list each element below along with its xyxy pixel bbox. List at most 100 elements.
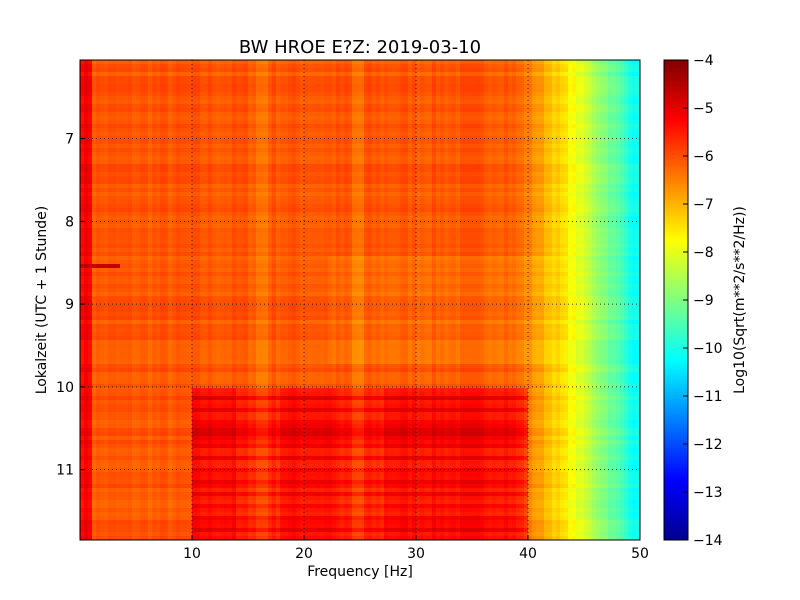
heatmap-cell: [184, 144, 189, 149]
heatmap-cell: [456, 84, 461, 89]
heatmap-cell: [104, 100, 109, 105]
heatmap-cell: [444, 160, 449, 165]
heatmap-cell: [616, 76, 621, 81]
heatmap-cell: [512, 120, 517, 125]
heatmap-cell: [324, 152, 329, 157]
heatmap-cell: [384, 172, 389, 177]
heatmap-cell: [512, 196, 517, 201]
heatmap-cell: [304, 156, 309, 161]
heatmap-cell: [272, 64, 277, 69]
heatmap-cell: [96, 84, 101, 89]
heatmap-cell: [284, 196, 289, 201]
heatmap-cell: [156, 196, 161, 201]
heatmap-cell: [300, 132, 305, 137]
heatmap-cell: [540, 60, 545, 65]
heatmap-cell: [208, 116, 213, 121]
heatmap-cell: [312, 68, 317, 73]
heatmap-cell: [404, 124, 409, 129]
heatmap-cell: [148, 152, 153, 157]
heatmap-cell: [96, 68, 101, 73]
heatmap-cell: [172, 60, 177, 65]
heatmap-cell: [252, 84, 257, 89]
heatmap-cell: [200, 148, 205, 153]
heatmap-cell: [308, 200, 313, 205]
heatmap-cell: [504, 64, 509, 69]
heatmap-cell: [324, 196, 329, 201]
heatmap-cell: [384, 88, 389, 93]
heatmap-cell: [376, 168, 381, 173]
heatmap-cell: [240, 72, 245, 77]
heatmap-cell: [500, 96, 505, 101]
heatmap-cell: [280, 136, 285, 141]
heatmap-cell: [380, 76, 385, 81]
heatmap-cell: [284, 76, 289, 81]
heatmap-cell: [216, 180, 221, 185]
heatmap-cell: [212, 132, 217, 137]
heatmap-cell: [280, 152, 285, 157]
heatmap-cell: [248, 80, 253, 85]
heatmap-cell: [544, 88, 549, 93]
heatmap-cell: [160, 64, 165, 69]
heatmap-cell: [140, 160, 145, 165]
heatmap-cell: [128, 180, 133, 185]
heatmap-cell: [456, 164, 461, 169]
heatmap-cell: [436, 96, 441, 101]
heatmap-cell: [416, 64, 421, 69]
heatmap-cell: [352, 76, 357, 81]
heatmap-cell: [380, 136, 385, 141]
heatmap-cell: [232, 156, 237, 161]
heatmap-cell: [156, 140, 161, 145]
heatmap-cell: [324, 108, 329, 113]
heatmap-cell: [120, 68, 125, 73]
heatmap-cell: [132, 172, 137, 177]
heatmap-cell: [568, 116, 573, 121]
heatmap-cell: [544, 144, 549, 149]
heatmap-cell: [284, 68, 289, 73]
heatmap-cell: [436, 200, 441, 205]
heatmap-cell: [128, 68, 133, 73]
heatmap-cell: [92, 172, 97, 177]
heatmap-cell: [524, 60, 529, 65]
heatmap-cell: [284, 184, 289, 189]
heatmap-cell: [460, 160, 465, 165]
heatmap-cell: [132, 96, 137, 101]
heatmap-cell: [96, 196, 101, 201]
heatmap-cell: [564, 108, 569, 113]
heatmap-cell: [352, 132, 357, 137]
heatmap-cell: [192, 104, 197, 109]
heatmap-cell: [116, 100, 121, 105]
heatmap-cell: [288, 152, 293, 157]
heatmap-cell: [452, 152, 457, 157]
heatmap-cell: [164, 196, 169, 201]
heatmap-cell: [204, 188, 209, 193]
heatmap-cell: [244, 128, 249, 133]
heatmap-cell: [564, 92, 569, 97]
heatmap-cell: [128, 116, 133, 121]
heatmap-cell: [448, 144, 453, 149]
heatmap-cell: [100, 84, 105, 89]
heatmap-cell: [376, 76, 381, 81]
heatmap-cell: [400, 164, 405, 169]
heatmap-cell: [584, 188, 589, 193]
heatmap-cell: [168, 192, 173, 197]
heatmap-cell: [616, 100, 621, 105]
heatmap-cell: [320, 72, 325, 77]
heatmap-cell: [288, 168, 293, 173]
heatmap-cell: [372, 128, 377, 133]
heatmap-cell: [540, 152, 545, 157]
heatmap-cell: [136, 128, 141, 133]
heatmap-cell: [584, 168, 589, 173]
heatmap-cell: [628, 160, 633, 165]
heatmap-cell: [520, 144, 525, 149]
heatmap-cell: [208, 88, 213, 93]
heatmap-cell: [340, 92, 345, 97]
heatmap-cell: [436, 168, 441, 173]
heatmap-cell: [312, 84, 317, 89]
heatmap-cell: [188, 148, 193, 153]
heatmap-cell: [560, 124, 565, 129]
heatmap-cell: [416, 144, 421, 149]
heatmap-cell: [240, 96, 245, 101]
heatmap-cell: [544, 108, 549, 113]
heatmap-cell: [216, 84, 221, 89]
heatmap-cell: [192, 148, 197, 153]
